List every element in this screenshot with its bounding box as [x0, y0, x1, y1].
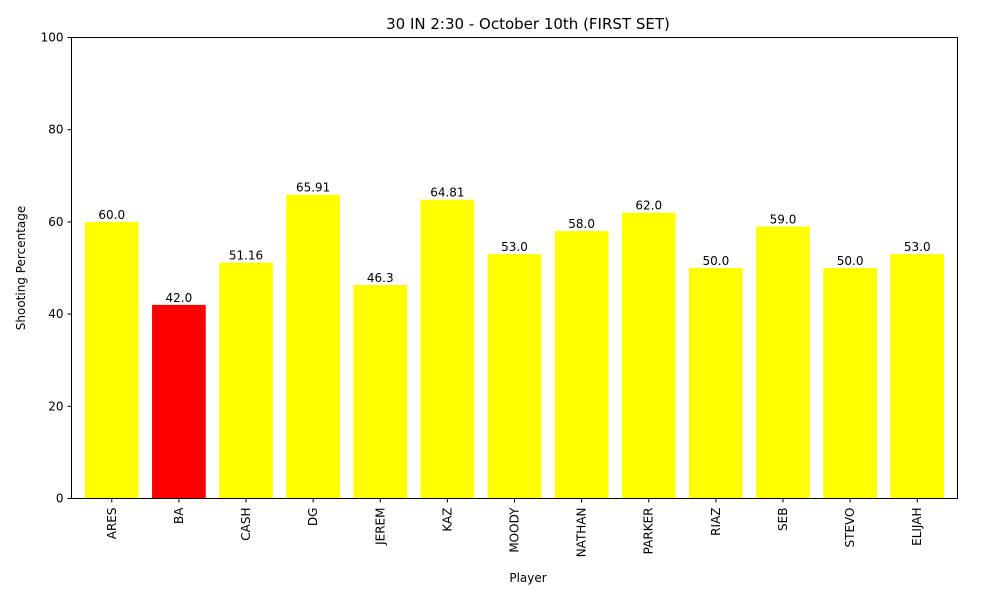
y-axis-label: Shooting Percentage — [14, 206, 28, 331]
bar-ba — [152, 304, 206, 499]
data-label-moody: 53.0 — [501, 240, 528, 254]
data-label-seb: 59.0 — [770, 213, 797, 227]
bar-parker — [621, 212, 676, 499]
x-tick-label-moody: MOODY — [508, 507, 522, 553]
x-axis-label: Player — [509, 571, 546, 585]
bar-dg — [286, 194, 340, 499]
x-tick-label-seb: SEB — [776, 508, 790, 531]
data-label-dg: 65.91 — [296, 181, 330, 195]
bar-seb — [756, 226, 810, 499]
x-tick-label-nathan: NATHAN — [575, 508, 589, 558]
data-label-elijah: 53.0 — [904, 240, 931, 254]
chart-title: 30 IN 2:30 - October 10th (FIRST SET) — [386, 15, 670, 33]
bar-nathan — [554, 231, 609, 499]
bar-kaz — [420, 199, 475, 499]
data-label-kaz: 64.81 — [430, 186, 464, 200]
data-label-jerem: 46.3 — [367, 271, 394, 285]
x-tick-label-elijah: ELIJAH — [910, 508, 924, 546]
data-label-nathan: 58.0 — [568, 217, 595, 231]
bar-moody — [487, 254, 542, 499]
bar-elijah — [890, 254, 945, 499]
x-tick-label-jerem: JEREM — [373, 508, 387, 546]
data-label-riaz: 50.0 — [703, 254, 730, 268]
x-tick-label-cash: CASH — [239, 508, 253, 541]
bar-jerem — [353, 285, 408, 499]
bar-stevo — [823, 268, 877, 499]
y-tick-label-80: 80 — [48, 123, 63, 137]
x-tick-label-stevo: STEVO — [843, 508, 857, 548]
x-tick-label-parker: PARKER — [642, 508, 656, 555]
x-tick-label-kaz: KAZ — [440, 508, 454, 532]
data-label-ares: 60.0 — [98, 208, 125, 222]
y-tick-label-60: 60 — [48, 215, 63, 229]
bar-cash — [219, 262, 273, 499]
y-tick-label-100: 100 — [41, 31, 64, 45]
y-axis: 0 20 40 60 80 100 — [41, 31, 72, 506]
y-tick-label-0: 0 — [56, 492, 64, 506]
x-axis: ARES BA CASH DG JEREM KAZ MOODY NATHAN PARKER RIA… — [105, 498, 924, 558]
x-tick-label-ares: ARES — [105, 508, 119, 540]
plot-frame — [71, 37, 958, 499]
data-label-parker: 62.0 — [635, 199, 662, 213]
y-tick-label-40: 40 — [48, 307, 63, 321]
data-label-cash: 51.16 — [229, 249, 263, 263]
bar-riaz — [689, 268, 743, 499]
data-label-stevo: 50.0 — [837, 254, 864, 268]
y-tick-label-20: 20 — [48, 399, 63, 413]
bar-ares — [84, 221, 139, 499]
bars-group — [84, 194, 945, 499]
x-tick-label-riaz: RIAZ — [709, 508, 723, 536]
data-label-ba: 42.0 — [166, 291, 193, 305]
x-tick-label-dg: DG — [306, 508, 320, 527]
data-labels-group: 60.0 42.0 51.16 65.91 46.3 64.81 53.0 58.0 62.0 5… — [98, 181, 930, 305]
x-tick-label-ba: BA — [172, 507, 186, 524]
